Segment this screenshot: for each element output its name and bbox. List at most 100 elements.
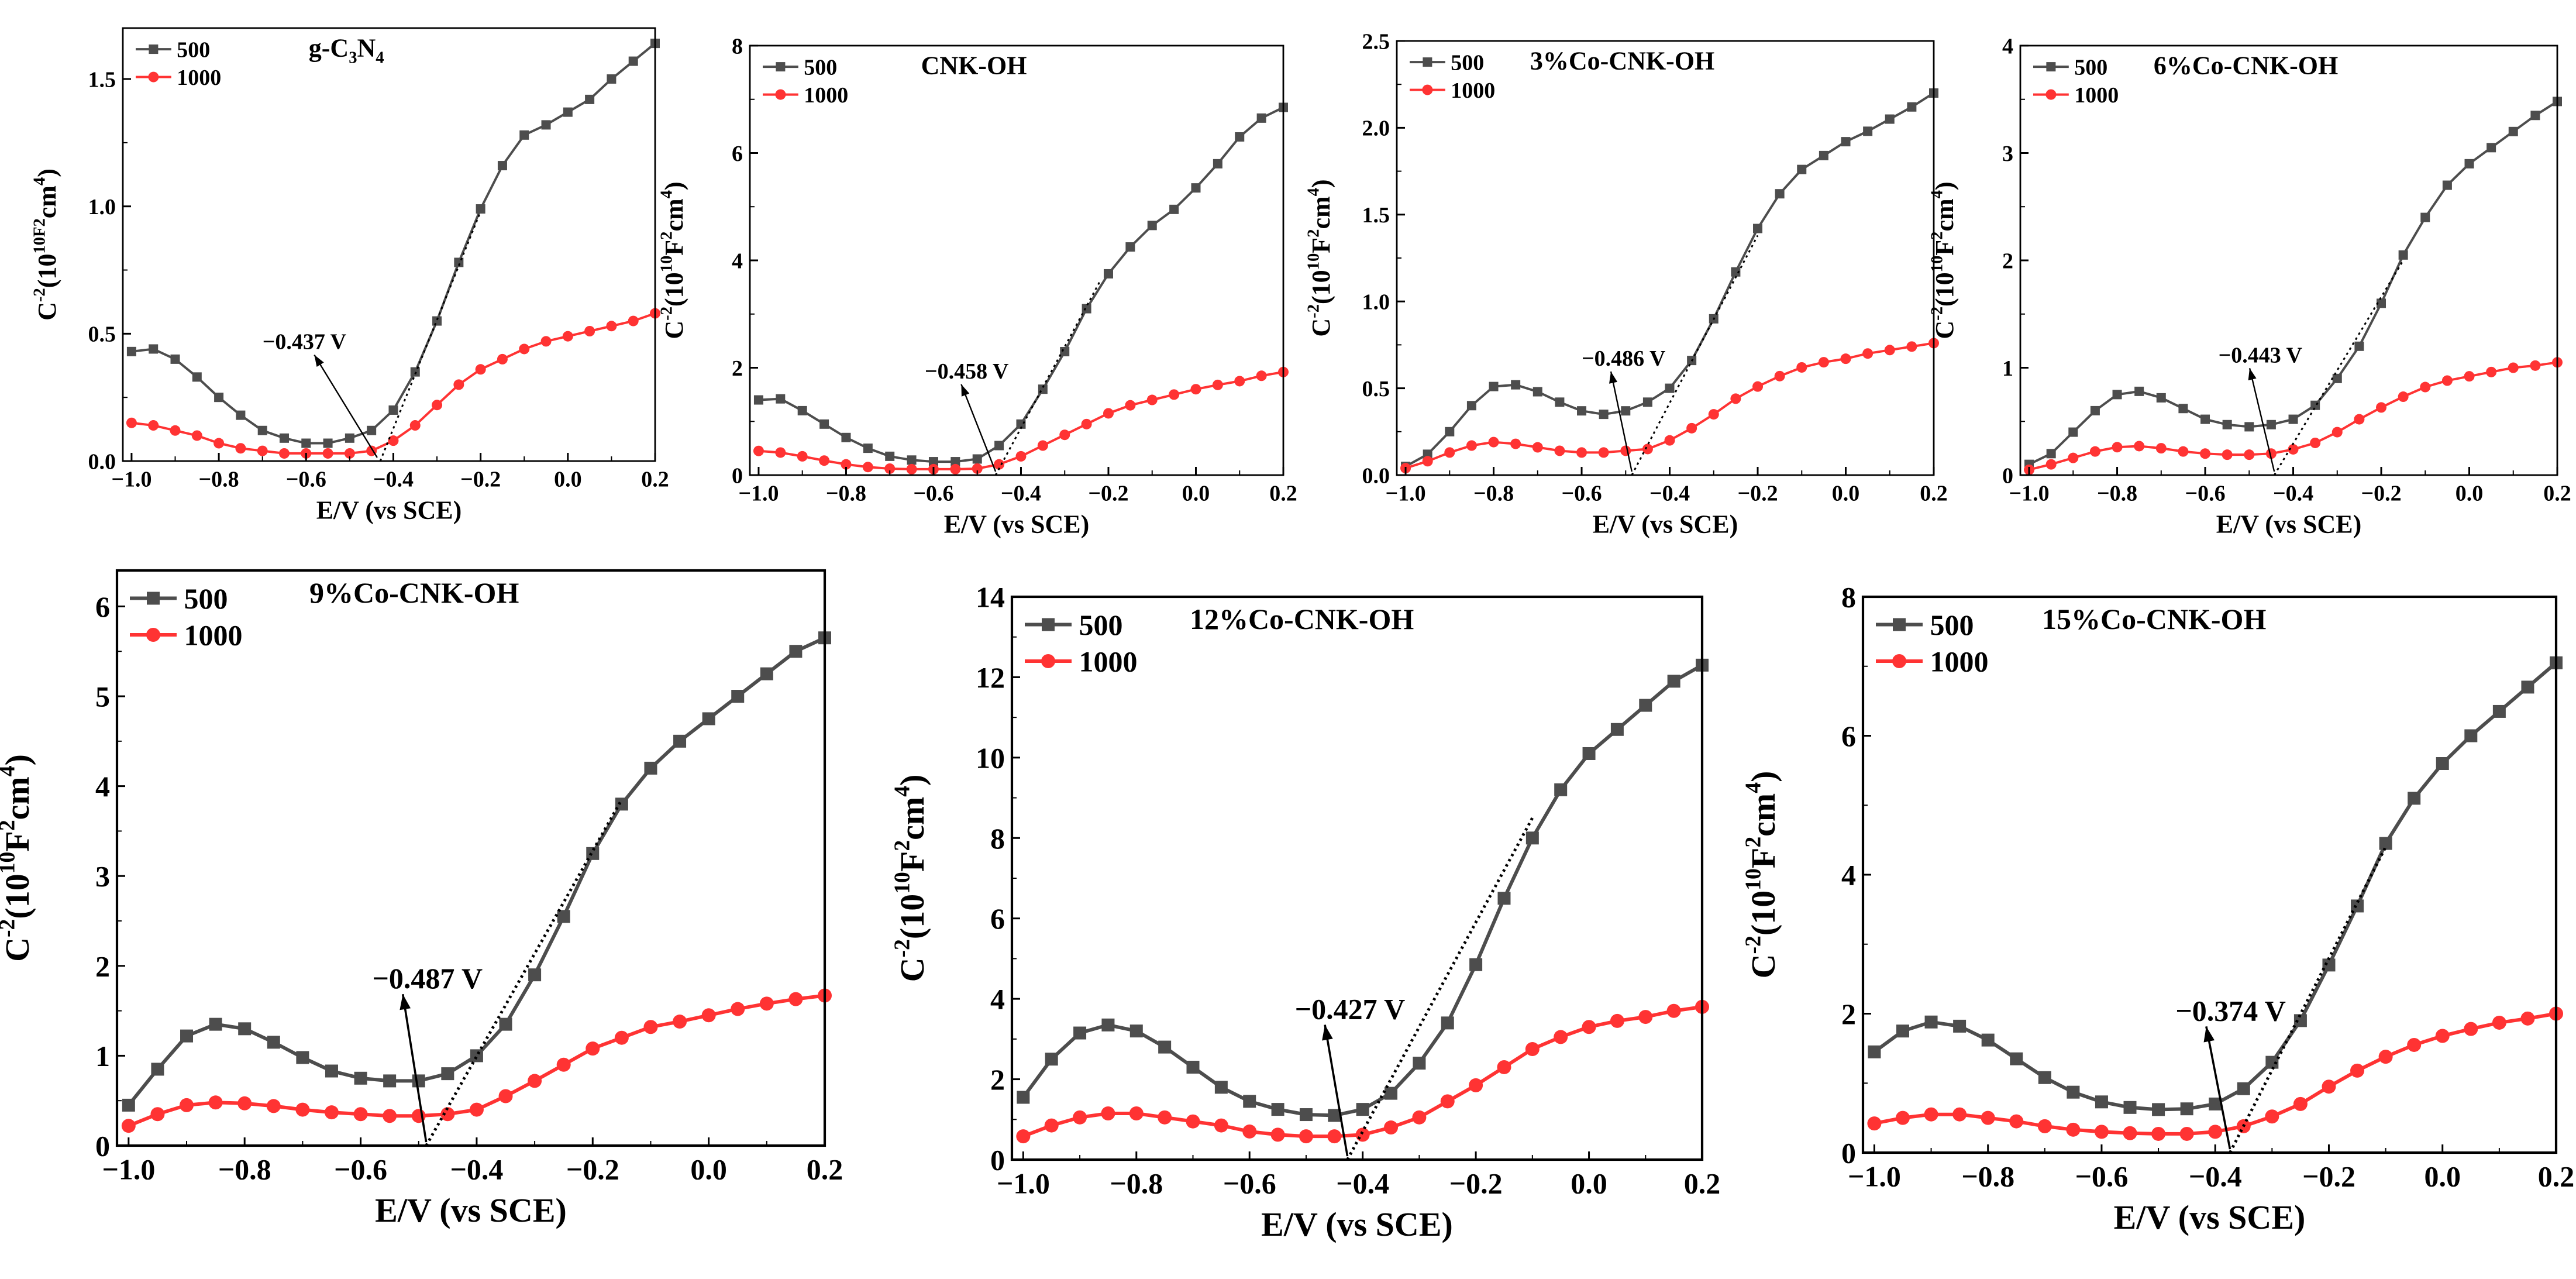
data-point-500 — [1271, 1103, 1284, 1116]
data-point-1000 — [237, 1096, 252, 1110]
data-point-1000 — [1103, 408, 1114, 419]
data-point-500 — [345, 433, 354, 443]
data-point-1000 — [1299, 1129, 1313, 1144]
data-point-1000 — [1242, 1124, 1257, 1139]
data-point-1000 — [1190, 384, 1201, 395]
data-point-500 — [238, 1022, 252, 1036]
y-tick-label: 2 — [2002, 249, 2013, 273]
y-tick-label: 2 — [1841, 998, 1856, 1030]
y-tick-label: 0 — [990, 1144, 1005, 1177]
data-point-1000 — [2066, 1122, 2081, 1137]
panel-title: 3%Co-CNK-OH — [1530, 46, 1714, 75]
panel-2: −0.458 V −1.0 −0.8 −0.6 −0.4 −0.2 0.0 0.2 0 2 4 6 8 E… — [658, 34, 1297, 538]
annotation-arrow — [1610, 371, 1633, 472]
data-point-1000 — [2123, 1126, 2137, 1140]
data-point-500 — [383, 1074, 397, 1088]
data-point-1000 — [1686, 422, 1697, 434]
data-point-500 — [2379, 837, 2392, 850]
data-point-500 — [2222, 420, 2232, 429]
data-point-500 — [2442, 180, 2452, 190]
data-point-500 — [412, 1074, 425, 1088]
data-point-1000 — [278, 448, 290, 459]
data-point-500 — [1016, 419, 1026, 429]
data-point-500 — [841, 432, 851, 442]
data-point-500 — [1667, 675, 1680, 688]
data-point-500 — [1103, 269, 1113, 279]
y-axis-label: C-2(1010F2cm4) — [658, 181, 688, 339]
fit-line — [2229, 846, 2387, 1154]
x-tick-label: 0.2 — [1269, 482, 1297, 506]
y-tick-label: 0 — [732, 463, 743, 488]
x-tick-label: −0.4 — [2189, 1160, 2242, 1193]
y-tick-label: 6 — [732, 142, 743, 166]
data-point-1000 — [2376, 402, 2387, 413]
data-point-500 — [2112, 390, 2122, 400]
data-point-1000 — [994, 459, 1005, 470]
data-point-500 — [586, 847, 600, 860]
data-point-500 — [2244, 422, 2254, 432]
panel-6: −0.427 V −1.0 −0.8 −0.6 −0.4 −0.2 0.0 0.2 0 2 4 6 8 1… — [890, 581, 1721, 1244]
data-point-500 — [1385, 1087, 1398, 1100]
y-axis-label: C-2(1010F2cm4) — [31, 169, 61, 321]
data-point-500 — [1554, 783, 1568, 796]
panel-4: −0.443 V −1.0 −0.8 −0.6 −0.4 −0.2 0.0 0.2 0 1 2 3 4 E… — [1928, 34, 2571, 538]
annotation-label: −0.443 V — [2219, 343, 2303, 367]
data-point-1000 — [1818, 357, 1829, 368]
data-point-500 — [1907, 102, 1917, 112]
data-point-1000 — [1412, 1110, 1427, 1125]
data-point-500 — [2090, 405, 2100, 415]
data-point-500 — [863, 443, 873, 453]
data-point-500 — [279, 433, 289, 443]
data-point-1000 — [2520, 1011, 2535, 1026]
data-point-500 — [2180, 1102, 2193, 1116]
data-point-500 — [2237, 1082, 2250, 1095]
plot-frame — [115, 569, 826, 1147]
x-tick-label: −1.0 — [738, 482, 779, 506]
x-tick-label: −0.2 — [1737, 482, 1778, 506]
data-point-500 — [1213, 159, 1222, 169]
annotation-arrowhead — [400, 994, 411, 1010]
data-point-500 — [388, 405, 398, 415]
data-point-500 — [1073, 1026, 1087, 1040]
data-point-500 — [1555, 397, 1565, 407]
fit-line — [425, 799, 624, 1147]
y-tick-label: 0.5 — [88, 322, 116, 347]
legend-marker-500 — [1423, 57, 1432, 67]
data-point-500 — [557, 910, 570, 923]
y-tick-label: 8 — [990, 822, 1005, 855]
panel-title: 9%Co-CNK-OH — [309, 576, 519, 609]
data-point-1000 — [1037, 440, 1048, 451]
data-point-500 — [1469, 958, 1483, 971]
data-point-500 — [126, 346, 136, 356]
data-point-1000 — [2420, 381, 2431, 393]
data-point-1000 — [1081, 418, 1092, 429]
x-tick-label: −0.6 — [1223, 1167, 1276, 1200]
data-point-500 — [585, 94, 595, 104]
data-point-1000 — [1867, 1116, 1882, 1131]
x-tick-label: −0.6 — [286, 467, 326, 492]
data-point-1000 — [519, 343, 530, 355]
series-line-500 — [1021, 663, 1703, 1118]
data-point-500 — [1017, 1091, 1030, 1104]
data-point-1000 — [295, 1102, 310, 1117]
data-point-1000 — [1186, 1114, 1200, 1129]
data-point-500 — [1186, 1060, 1200, 1074]
data-point-1000 — [1666, 1003, 1681, 1018]
x-axis-label: E/V (vs SCE) — [1593, 510, 1738, 539]
data-point-1000 — [2310, 437, 2321, 448]
annotation-arrowhead — [314, 355, 324, 367]
legend-label-500: 500 — [1079, 608, 1123, 641]
x-tick-label: −0.2 — [2302, 1160, 2355, 1193]
data-point-1000 — [2464, 1022, 2478, 1036]
data-point-500 — [2398, 250, 2408, 260]
legend-label-1000: 1000 — [2074, 83, 2119, 108]
x-tick-label: −0.8 — [199, 467, 239, 492]
data-point-500 — [2010, 1052, 2023, 1065]
data-point-1000 — [614, 1030, 629, 1045]
data-point-500 — [615, 797, 628, 811]
data-point-500 — [2420, 212, 2430, 222]
data-point-1000 — [440, 1107, 455, 1122]
data-point-1000 — [2350, 1063, 2365, 1078]
legend-marker-500 — [2046, 62, 2056, 72]
data-point-500 — [1328, 1109, 1341, 1122]
